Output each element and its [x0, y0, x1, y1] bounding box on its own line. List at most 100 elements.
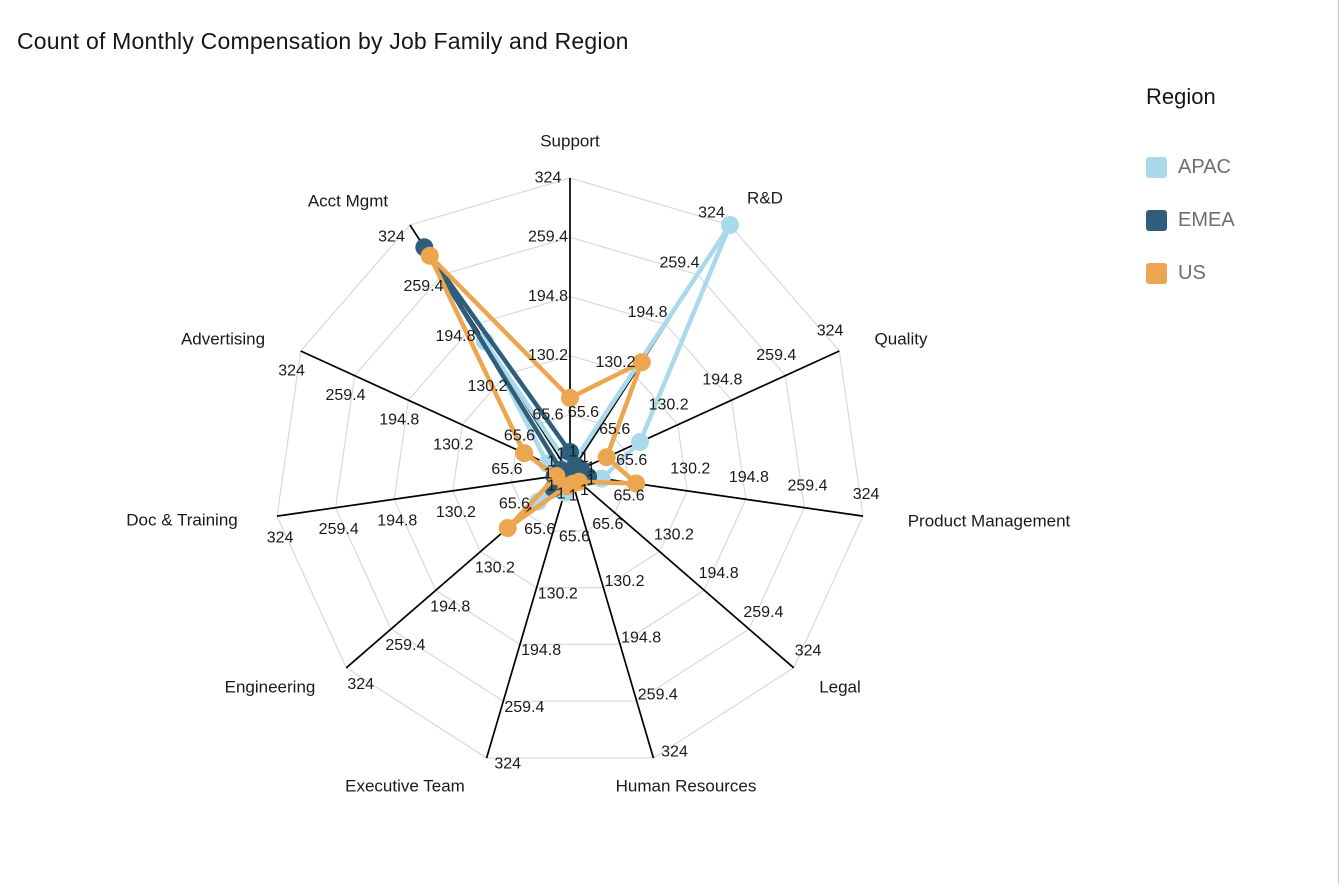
tick-label-legal-194.8: 194.8 — [699, 565, 739, 582]
tick-label-doc-training-259.4: 259.4 — [319, 521, 359, 538]
radar-axis-human-resources — [569, 473, 655, 759]
tick-label-executive-team-194.8: 194.8 — [521, 642, 561, 659]
radar-axis-executive-team — [485, 473, 571, 759]
tick-label-advertising-130.2: 130.2 — [433, 436, 473, 453]
tick-label-product-management-1: 1 — [569, 444, 578, 461]
data-point-us-engineering[interactable] — [498, 519, 517, 537]
data-point-us-r-d[interactable] — [632, 353, 651, 372]
legend-label: US — [1178, 262, 1206, 284]
tick-label-executive-team-130.2: 130.2 — [538, 585, 578, 602]
data-point-apac-quality[interactable] — [631, 433, 649, 451]
axis-label-advertising: Advertising — [181, 330, 265, 349]
tick-label-quality-194.8: 194.8 — [702, 372, 742, 389]
tick-label-quality-324: 324 — [817, 323, 844, 340]
tick-label-acct-mgmt-65.6: 65.6 — [504, 428, 535, 445]
tick-label-legal-65.6: 65.6 — [614, 488, 645, 505]
grid-ring-130.2 — [452, 354, 688, 589]
tick-label-engineering-130.2: 130.2 — [475, 560, 515, 577]
radar-axis-doc-training — [276, 473, 571, 517]
legend-label: APAC — [1178, 156, 1231, 178]
tick-label-product-management-324: 324 — [853, 486, 880, 503]
legend-item-emea[interactable]: EMEA — [1146, 209, 1235, 232]
legend-title: Region — [1146, 84, 1216, 109]
tick-label-product-management-259.4: 259.4 — [787, 477, 827, 494]
tick-label-product-management-130.2: 130.2 — [670, 461, 710, 478]
legend-item-apac[interactable]: APAC — [1146, 156, 1235, 179]
tick-label-support-194.8: 194.8 — [528, 288, 568, 305]
tick-label-legal-324: 324 — [795, 643, 822, 660]
tick-label-doc-training-194.8: 194.8 — [377, 513, 417, 530]
tick-label-r-d-1: 1 — [547, 454, 556, 471]
legend-swatch-us — [1146, 263, 1167, 284]
tick-label-legal-1: 1 — [580, 449, 589, 466]
tick-label-support-65.6: 65.6 — [532, 406, 563, 423]
data-point-us-quality[interactable] — [597, 448, 616, 467]
tick-label-executive-team-259.4: 259.4 — [504, 699, 544, 716]
legend-swatch-emea — [1146, 210, 1167, 231]
tick-label-advertising-194.8: 194.8 — [379, 412, 419, 429]
tick-label-r-d-324: 324 — [698, 205, 725, 222]
tick-label-acct-mgmt-324: 324 — [378, 228, 405, 245]
legend-item-us[interactable]: US — [1146, 262, 1235, 285]
tick-label-legal-259.4: 259.4 — [743, 604, 783, 621]
data-point-us-doc-training[interactable] — [547, 467, 566, 485]
tick-label-r-d-194.8: 194.8 — [627, 304, 667, 321]
axis-label-support: Support — [540, 132, 600, 151]
grid-ring-259.4 — [334, 236, 806, 702]
tick-label-r-d-130.2: 130.2 — [595, 354, 635, 371]
tick-label-acct-mgmt-259.4: 259.4 — [403, 278, 443, 295]
tick-label-acct-mgmt-1: 1 — [547, 477, 556, 494]
tick-label-support-259.4: 259.4 — [528, 229, 568, 246]
axis-label-human-resources: Human Resources — [616, 777, 757, 796]
tick-label-doc-training-324: 324 — [267, 529, 294, 546]
tick-label-engineering-259.4: 259.4 — [385, 637, 425, 654]
grid-ring-324 — [276, 177, 864, 759]
tick-label-doc-training-130.2: 130.2 — [436, 504, 476, 521]
tick-label-acct-mgmt-194.8: 194.8 — [435, 328, 475, 345]
data-point-us-product-management[interactable] — [627, 474, 646, 493]
axis-label-product-management: Product Management — [908, 512, 1071, 531]
tick-label-product-management-65.6: 65.6 — [616, 452, 647, 469]
tick-label-support-1: 1 — [544, 466, 553, 483]
tick-label-r-d-259.4: 259.4 — [659, 254, 699, 271]
data-point-apac-r-d[interactable] — [721, 216, 739, 234]
tick-label-support-130.2: 130.2 — [528, 347, 568, 364]
tick-label-quality-130.2: 130.2 — [649, 396, 689, 413]
tick-label-quality-1: 1 — [556, 446, 565, 463]
tick-label-doc-training-65.6: 65.6 — [499, 496, 530, 513]
data-point-us-support[interactable] — [561, 388, 579, 407]
axis-label-executive-team: Executive Team — [345, 777, 465, 796]
tick-label-human-resources-259.4: 259.4 — [638, 687, 678, 704]
tick-label-advertising-324: 324 — [278, 363, 305, 380]
tick-label-product-management-194.8: 194.8 — [729, 469, 769, 486]
tick-label-advertising-1: 1 — [556, 486, 565, 503]
tick-label-support-324: 324 — [535, 170, 562, 187]
tick-label-r-d-65.6: 65.6 — [568, 404, 599, 421]
tick-label-human-resources-1: 1 — [587, 459, 596, 476]
axis-label-engineering: Engineering — [225, 678, 316, 697]
axis-label-r-d: R&D — [747, 189, 783, 208]
tick-label-human-resources-324: 324 — [661, 743, 688, 760]
legend-swatch-apac — [1146, 157, 1167, 178]
axis-label-legal: Legal — [819, 678, 861, 697]
tick-label-engineering-194.8: 194.8 — [430, 598, 470, 615]
tick-label-engineering-65.6: 65.6 — [524, 521, 555, 538]
tick-label-executive-team-65.6: 65.6 — [559, 529, 590, 546]
tick-label-advertising-259.4: 259.4 — [325, 387, 365, 404]
tick-label-human-resources-194.8: 194.8 — [621, 630, 661, 647]
tick-label-doc-training-1: 1 — [569, 487, 578, 504]
tick-label-advertising-65.6: 65.6 — [491, 461, 522, 478]
tick-label-human-resources-65.6: 65.6 — [592, 516, 623, 533]
legend-items: APAC EMEA US — [1146, 156, 1235, 285]
panel-divider — [1338, 0, 1339, 884]
legend-label: EMEA — [1178, 209, 1235, 231]
tick-label-executive-team-324: 324 — [494, 756, 521, 773]
data-point-us-acct-mgmt[interactable] — [420, 246, 439, 265]
chart-title: Count of Monthly Compensation by Job Fam… — [17, 28, 629, 54]
data-point-emea-support[interactable] — [561, 443, 579, 461]
tick-label-engineering-1: 1 — [580, 482, 589, 499]
legend: Region APAC EMEA US — [1146, 84, 1235, 315]
data-point-us-advertising[interactable] — [515, 444, 534, 463]
